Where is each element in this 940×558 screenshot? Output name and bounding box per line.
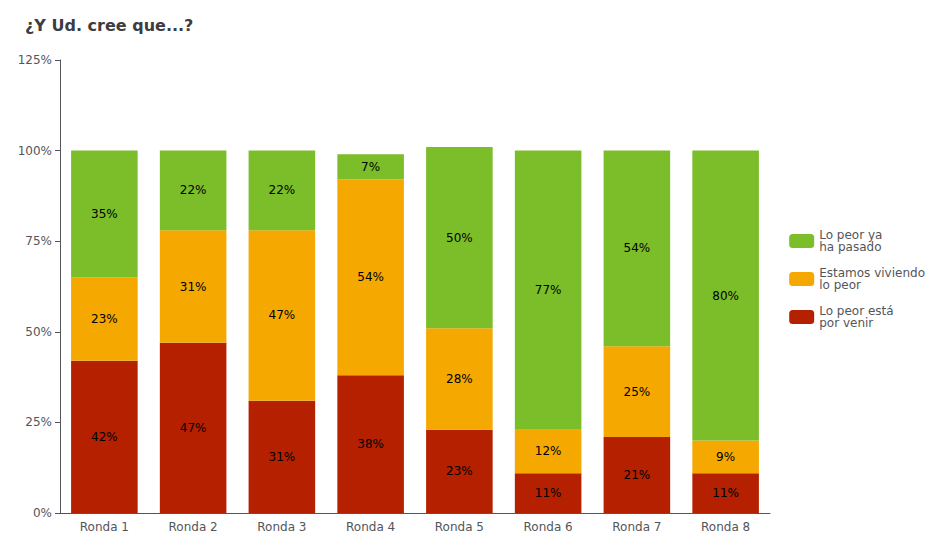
svg-text:38%: 38% (357, 437, 384, 451)
svg-text:22%: 22% (180, 183, 207, 197)
svg-text:50%: 50% (25, 325, 52, 339)
svg-text:31%: 31% (180, 280, 207, 294)
svg-text:Ronda 6: Ronda 6 (524, 520, 573, 534)
svg-text:54%: 54% (624, 241, 651, 255)
svg-text:¿Y Ud. cree que...?: ¿Y Ud. cree que...? (25, 16, 193, 35)
svg-text:80%: 80% (712, 289, 739, 303)
svg-text:28%: 28% (446, 372, 473, 386)
svg-text:7%: 7% (361, 160, 380, 174)
svg-text:25%: 25% (25, 415, 52, 429)
svg-text:11%: 11% (535, 486, 562, 500)
svg-text:75%: 75% (25, 234, 52, 248)
svg-text:Ronda 5: Ronda 5 (435, 520, 484, 534)
svg-text:Lo peor está: Lo peor está (819, 304, 894, 318)
svg-text:25%: 25% (624, 385, 651, 399)
svg-text:Ronda 7: Ronda 7 (612, 520, 661, 534)
svg-text:23%: 23% (446, 464, 473, 478)
svg-text:35%: 35% (91, 207, 118, 221)
svg-text:Ronda 3: Ronda 3 (257, 520, 306, 534)
svg-text:77%: 77% (535, 283, 562, 297)
svg-text:0%: 0% (33, 506, 52, 520)
svg-text:125%: 125% (18, 53, 52, 67)
svg-text:42%: 42% (91, 430, 118, 444)
svg-text:12%: 12% (535, 444, 562, 458)
svg-text:54%: 54% (357, 270, 384, 284)
svg-text:Lo peor ya: Lo peor ya (819, 228, 883, 242)
svg-text:ha pasado: ha pasado (819, 240, 881, 254)
svg-text:100%: 100% (18, 144, 52, 158)
svg-text:Estamos viviendo: Estamos viviendo (819, 266, 925, 280)
svg-text:Ronda 8: Ronda 8 (701, 520, 750, 534)
svg-text:Ronda 4: Ronda 4 (346, 520, 395, 534)
svg-text:11%: 11% (712, 486, 739, 500)
svg-text:21%: 21% (624, 468, 651, 482)
svg-text:47%: 47% (269, 308, 296, 322)
svg-text:50%: 50% (446, 231, 473, 245)
svg-text:23%: 23% (91, 312, 118, 326)
svg-text:por venir: por venir (819, 316, 873, 330)
svg-text:9%: 9% (716, 450, 735, 464)
svg-text:47%: 47% (180, 421, 207, 435)
svg-text:lo peor: lo peor (819, 278, 861, 292)
svg-text:Ronda 2: Ronda 2 (169, 520, 218, 534)
svg-text:22%: 22% (269, 183, 296, 197)
svg-text:Ronda 1: Ronda 1 (80, 520, 129, 534)
svg-text:31%: 31% (269, 450, 296, 464)
